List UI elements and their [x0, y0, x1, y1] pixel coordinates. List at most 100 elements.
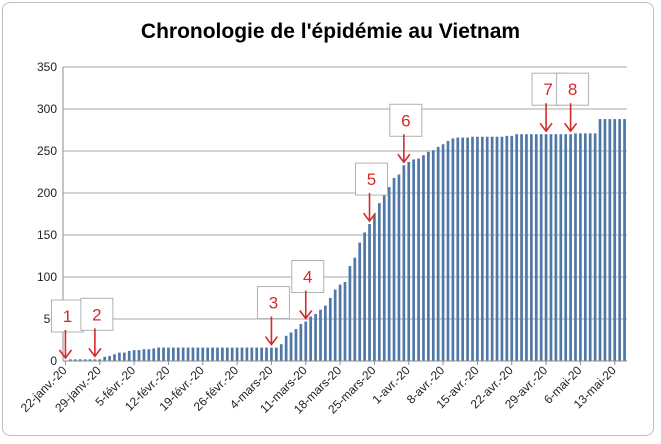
y-tick-label: 200: [37, 186, 57, 200]
y-tick-label: 300: [37, 102, 57, 116]
bar: [353, 257, 357, 361]
bar: [554, 134, 558, 361]
callout-number: 3: [269, 294, 278, 313]
bar: [289, 332, 293, 361]
bar: [559, 134, 563, 361]
bar: [397, 174, 401, 361]
bar: [333, 289, 337, 361]
y-tick-label: 350: [37, 60, 57, 74]
bar: [83, 359, 87, 361]
callout-arrow-head: [563, 122, 578, 133]
bar: [490, 136, 494, 361]
bar: [525, 134, 528, 361]
y-tick-label: 100: [37, 270, 57, 284]
bar: [73, 359, 77, 361]
bar: [270, 347, 273, 361]
x-axis: 22-janv.-2029-janv.-205-févr.-2012-févr.…: [18, 360, 627, 417]
bar: [603, 119, 607, 361]
bar: [598, 119, 602, 361]
bar: [235, 347, 239, 361]
bar: [137, 350, 141, 361]
callout-box: [291, 260, 325, 294]
bar: [446, 140, 450, 361]
bar: [407, 161, 411, 361]
bar: [196, 347, 200, 361]
bar: [206, 347, 210, 361]
bar: [201, 347, 205, 361]
bar: [328, 298, 332, 361]
bar: [412, 159, 416, 361]
bar: [466, 137, 469, 361]
bar: [294, 329, 298, 361]
bar: [480, 136, 484, 361]
y-tick-label: 0: [50, 354, 57, 368]
bar: [171, 347, 175, 361]
bar: [348, 266, 352, 361]
callout-arrow-head: [58, 349, 73, 360]
bar: [564, 134, 568, 361]
callout-arrow-head: [397, 153, 411, 164]
bar: [368, 224, 371, 361]
bar: [436, 146, 440, 361]
bar: [216, 347, 219, 361]
callout-box: [355, 162, 389, 196]
callout-3: 3: [256, 286, 290, 346]
bar: [613, 119, 617, 361]
callout-arrow-head: [539, 122, 553, 133]
callout-box: [389, 103, 423, 137]
bar: [245, 347, 249, 361]
bar: [167, 347, 170, 361]
bar: [343, 282, 347, 361]
callout-1: 1: [50, 299, 84, 360]
bar: [471, 136, 474, 361]
bar: [274, 347, 278, 361]
callout-arrow-head: [264, 336, 279, 346]
bar: [544, 134, 548, 361]
bar: [255, 347, 259, 361]
callout-number: 7: [543, 80, 552, 99]
bar: [69, 359, 72, 361]
bar: [152, 348, 156, 361]
bar: [534, 134, 538, 361]
callout-box: [556, 72, 590, 106]
bar: [98, 359, 102, 361]
callout-number: 6: [401, 111, 410, 130]
callouts: 1 2 3 4 5 6 7 8: [50, 72, 590, 360]
bar: [338, 284, 342, 361]
bar: [539, 134, 543, 361]
bar: [549, 134, 553, 361]
bar: [392, 177, 396, 361]
bar: [569, 134, 572, 361]
bar: [377, 203, 381, 361]
callout-arrow-head: [362, 212, 377, 223]
bar: [147, 349, 151, 361]
bar: [122, 352, 126, 361]
callout-6: 6: [389, 103, 423, 164]
callout-number: 2: [92, 305, 101, 324]
bar: [176, 347, 180, 361]
bar: [588, 133, 592, 361]
gridlines: [63, 66, 627, 320]
callout-box: [256, 286, 290, 320]
bar: [441, 144, 445, 361]
bar: [456, 137, 460, 361]
bar: [608, 119, 612, 361]
bar: [382, 190, 386, 361]
bar: [402, 165, 406, 361]
bar: [476, 136, 479, 361]
bar: [373, 214, 376, 361]
callout-number: 1: [63, 307, 72, 326]
bar: [162, 347, 165, 361]
bar: [260, 347, 263, 361]
bar: [618, 119, 621, 361]
callout-box: [80, 297, 114, 331]
bar: [186, 347, 190, 361]
callout-number: 4: [303, 268, 312, 287]
bar: [574, 133, 577, 361]
bar: [319, 309, 322, 361]
bar: [623, 119, 626, 361]
callout-4: 4: [291, 260, 325, 320]
bar: [505, 135, 509, 361]
bar: [387, 187, 391, 361]
